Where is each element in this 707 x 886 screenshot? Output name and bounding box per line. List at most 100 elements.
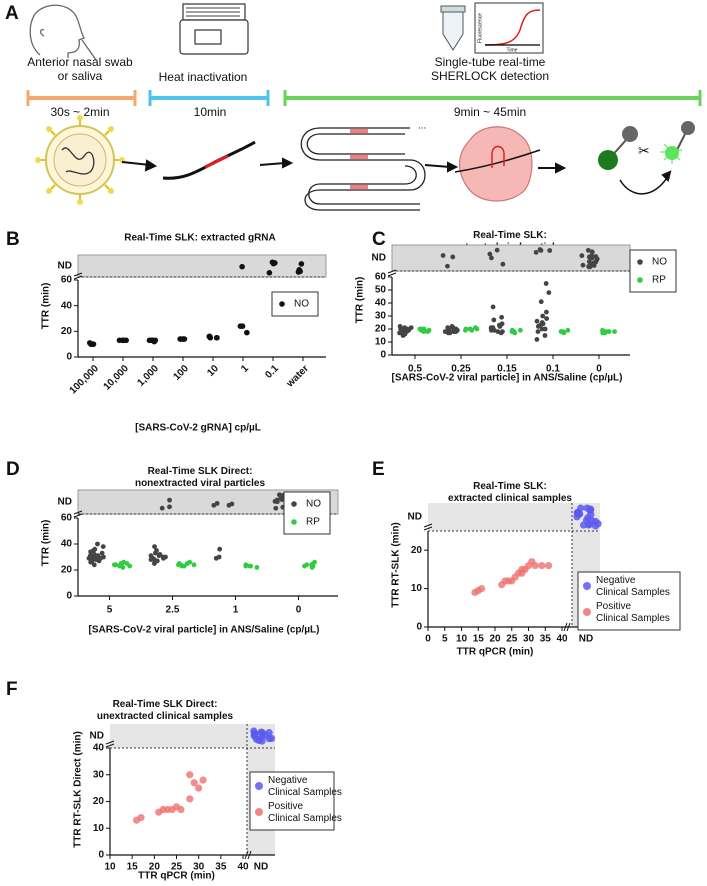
chart: D Real-Time SLK Direct: nonextracted viral…	[6, 459, 339, 636]
x-tick-label: 1	[239, 363, 251, 375]
nd-dot	[489, 255, 494, 261]
nd-dot	[278, 495, 284, 501]
dot	[101, 554, 106, 560]
dot	[89, 341, 96, 347]
dot	[509, 327, 515, 333]
dot	[478, 585, 486, 593]
axis-break	[423, 523, 433, 531]
text-line: Clinical Samples	[268, 787, 342, 798]
step-time: 30s ~ 2min	[50, 105, 109, 119]
dot	[150, 337, 156, 344]
dot	[495, 329, 501, 334]
dot	[92, 546, 98, 552]
nd-dot	[167, 504, 172, 510]
chart-title: Real-Time SLK: extracted gRNA	[124, 233, 276, 244]
y-tick-label: 20	[93, 796, 105, 807]
y-axis-label: TTR (min)	[355, 277, 366, 324]
axis-break	[387, 269, 397, 277]
nd-dot	[167, 497, 172, 503]
dot	[148, 553, 154, 559]
dot	[397, 324, 403, 329]
legend-label: Positive Clinical Samples	[268, 801, 342, 824]
nd-dot	[586, 506, 594, 515]
x-tick-label: 15	[127, 862, 139, 873]
dot	[499, 314, 504, 320]
nd-dot	[533, 249, 539, 255]
legend-box	[577, 571, 681, 631]
nd-dot	[589, 249, 595, 255]
dot	[402, 327, 408, 333]
dot	[545, 561, 553, 570]
text-line: Negative	[596, 575, 636, 586]
panel-letter: D	[6, 459, 20, 480]
x-tick-label: 0.25	[451, 364, 471, 375]
axis-break	[73, 510, 83, 518]
chart-title: Real-Time SLK: extracted clinical samples	[448, 481, 572, 504]
dot	[91, 562, 97, 568]
dot	[100, 544, 106, 549]
dot	[213, 555, 219, 561]
dot	[137, 813, 145, 822]
dot	[425, 329, 431, 334]
x-tick-label: 15	[473, 634, 485, 645]
nd-dot	[450, 254, 456, 260]
y-nd-label: ND	[90, 731, 104, 742]
dot	[217, 546, 223, 552]
y-nd-label: ND	[58, 497, 72, 508]
legend-marker	[637, 259, 643, 265]
dot	[473, 325, 478, 331]
dot	[540, 313, 546, 319]
dot	[179, 563, 185, 569]
nd-dot	[537, 247, 543, 252]
x-tick-label: 40	[237, 862, 249, 873]
legend-marker	[291, 501, 297, 507]
panel-letter: C	[372, 229, 386, 250]
nd-dot	[440, 253, 446, 258]
y-tick-label: 40	[61, 539, 73, 550]
nd-dot	[211, 502, 217, 508]
legend-marker	[583, 608, 591, 616]
y-tick-label: 30	[93, 769, 105, 780]
dot	[214, 334, 220, 341]
legend-marker	[279, 301, 285, 307]
nd-dot	[266, 269, 273, 276]
nd-dot	[500, 261, 506, 267]
legend-box	[249, 771, 335, 831]
x-tick-label: 5	[107, 605, 113, 616]
y-axis-label: TTR RT-SLK Direct (min)	[73, 731, 84, 848]
text-line: Real-Time SLK Direct:	[148, 466, 253, 477]
dot	[417, 326, 423, 332]
x-axis-label: [SARS-CoV-2 viral particle] in ANS/Salin…	[392, 373, 623, 384]
nd-dot	[584, 513, 592, 522]
x-tick-label: 100,000	[68, 363, 102, 397]
dot	[152, 544, 157, 549]
dot	[500, 329, 505, 334]
y-axis-label: TTR (min)	[41, 520, 52, 567]
dot	[99, 550, 105, 556]
text-line: SHERLOCK detection	[431, 69, 549, 83]
dot	[538, 561, 546, 570]
text-line: Single-tube real-time	[435, 55, 546, 69]
axis-break	[563, 622, 571, 632]
nd-dot	[579, 521, 588, 529]
dot	[544, 309, 549, 315]
dot	[190, 779, 198, 787]
chart-title: Real-Time SLK Direct: unextracted clinica…	[97, 699, 234, 722]
dot	[544, 316, 550, 321]
dot	[160, 555, 166, 561]
dot	[546, 290, 552, 295]
text-line: Positive	[268, 801, 303, 812]
y-nd-label: ND	[408, 512, 422, 523]
text-line: Real-Time SLK:	[473, 481, 547, 492]
virus-icon	[35, 115, 125, 205]
nd-dot	[547, 248, 553, 253]
dot	[535, 329, 541, 334]
step-label: Heat inactivation	[159, 70, 248, 84]
nd-band	[428, 503, 600, 531]
nd-dot	[226, 502, 232, 508]
nd-dot	[274, 499, 280, 505]
x-tick-label: 1	[233, 605, 239, 616]
rna-strand	[162, 140, 256, 180]
nd-dot	[297, 268, 303, 275]
